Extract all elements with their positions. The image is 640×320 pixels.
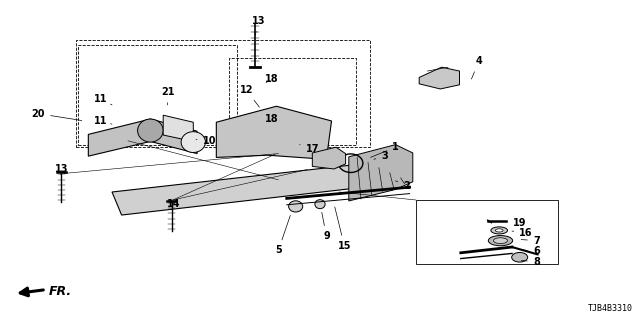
Bar [416, 200, 558, 264]
Text: 13: 13 [54, 164, 68, 174]
Text: 18: 18 [265, 74, 279, 84]
Text: 4: 4 [472, 56, 482, 79]
Text: 21: 21 [161, 87, 175, 105]
Text: 1: 1 [371, 142, 399, 157]
Text: 2: 2 [396, 180, 410, 191]
Ellipse shape [181, 132, 205, 153]
Ellipse shape [493, 238, 508, 244]
Ellipse shape [289, 201, 303, 212]
Text: 19: 19 [507, 218, 527, 228]
Polygon shape [112, 163, 378, 215]
Polygon shape [163, 115, 193, 141]
Bar [78, 45, 237, 145]
Ellipse shape [491, 227, 508, 234]
Text: 7: 7 [521, 236, 540, 246]
Text: 8: 8 [521, 257, 540, 267]
Text: 3: 3 [374, 151, 388, 161]
Text: 10: 10 [196, 136, 216, 147]
Text: 11: 11 [94, 116, 112, 126]
Text: 18: 18 [265, 114, 279, 124]
Polygon shape [312, 147, 346, 169]
Text: 13: 13 [252, 16, 266, 35]
Text: 16: 16 [512, 228, 533, 238]
Polygon shape [88, 119, 197, 156]
Ellipse shape [512, 252, 528, 262]
Text: 9: 9 [322, 212, 330, 241]
Text: 17: 17 [300, 144, 319, 154]
Polygon shape [419, 67, 460, 89]
Text: 12: 12 [239, 85, 259, 107]
Text: 6: 6 [521, 246, 540, 256]
Bar [229, 58, 356, 145]
Bar [76, 40, 370, 147]
Ellipse shape [315, 200, 325, 209]
Ellipse shape [488, 236, 513, 246]
Polygon shape [349, 145, 413, 201]
Text: TJB4B3310: TJB4B3310 [588, 304, 632, 313]
Text: 5: 5 [275, 215, 291, 255]
Text: 20: 20 [31, 108, 82, 121]
Text: FR.: FR. [49, 285, 72, 298]
Text: 11: 11 [94, 93, 112, 105]
Polygon shape [216, 106, 332, 159]
Ellipse shape [495, 229, 503, 232]
Ellipse shape [138, 119, 163, 142]
Text: 15: 15 [335, 207, 351, 251]
Text: 14: 14 [167, 199, 181, 209]
